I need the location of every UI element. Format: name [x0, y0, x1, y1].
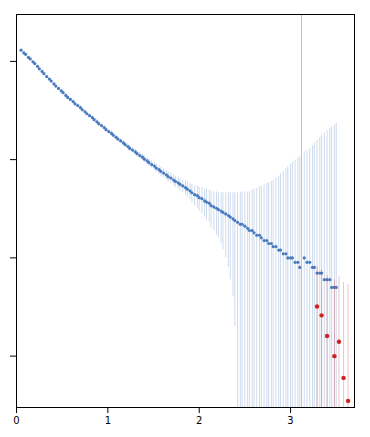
svg-text:0: 0	[13, 415, 19, 426]
svg-text:2: 2	[196, 415, 202, 426]
svg-text:1: 1	[105, 415, 111, 426]
svg-text:3: 3	[287, 415, 293, 426]
